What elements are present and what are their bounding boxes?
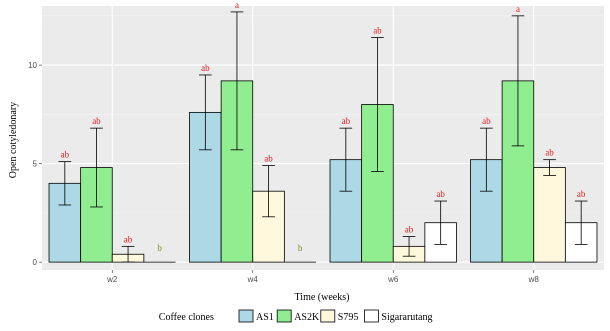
legend: Coffee clones AS1 AS2K S795 Sigararutang	[159, 309, 432, 323]
legend-label-sigararutang: Sigararutang	[381, 312, 432, 323]
significance-label: ab	[577, 189, 586, 199]
legend-key-as2k	[276, 309, 292, 323]
x-tick-label: w4	[247, 275, 259, 284]
legend-label-as1: AS1	[256, 312, 274, 323]
significance-label: b	[157, 243, 162, 253]
significance-label: ab	[201, 63, 210, 73]
legend-label-as2k: AS2K	[294, 312, 320, 323]
bar-s795-w8	[533, 167, 566, 263]
legend-label-s795: S795	[338, 312, 359, 323]
error-bars	[58, 11, 588, 263]
bars	[48, 80, 598, 263]
x-tick-label: w2	[106, 275, 118, 284]
significance-label: ab	[373, 26, 382, 36]
significance-label: ab	[436, 189, 445, 199]
x-tick-label: w8	[528, 275, 540, 284]
y-tick-label: 10	[28, 61, 37, 70]
legend-title: Coffee clones	[159, 312, 214, 323]
x-axis-title: Time (weeks)	[295, 292, 350, 303]
significance-label: ab	[545, 148, 554, 158]
legend-key-as1	[238, 309, 254, 323]
legend-key-sigararutang	[363, 309, 379, 323]
x-tick-label: w6	[387, 275, 399, 284]
significance-label: ab	[124, 234, 133, 244]
y-axis-title: Open cotyledonary	[8, 102, 19, 178]
significance-label: ab	[405, 225, 414, 235]
y-tick-label: 0	[33, 258, 38, 267]
significance-label: b	[298, 243, 303, 253]
significance-label: ab	[482, 116, 491, 126]
significance-label: a	[516, 4, 520, 14]
bar-s795-w4	[252, 190, 285, 263]
significance-label: a	[235, 0, 239, 10]
significance-labels: ab ab ab b ab a ab b ab ab ab ab ab a ab ab	[61, 0, 586, 253]
significance-label: ab	[61, 150, 70, 160]
significance-label: ab	[92, 116, 101, 126]
legend-key-s795	[320, 309, 336, 323]
axes: 0 5 10 w2 w4 w6 w8	[28, 61, 539, 284]
bar-as2k-w2	[80, 167, 113, 263]
y-tick-label: 5	[33, 160, 38, 169]
significance-label: ab	[264, 154, 273, 164]
significance-label: ab	[342, 116, 351, 126]
